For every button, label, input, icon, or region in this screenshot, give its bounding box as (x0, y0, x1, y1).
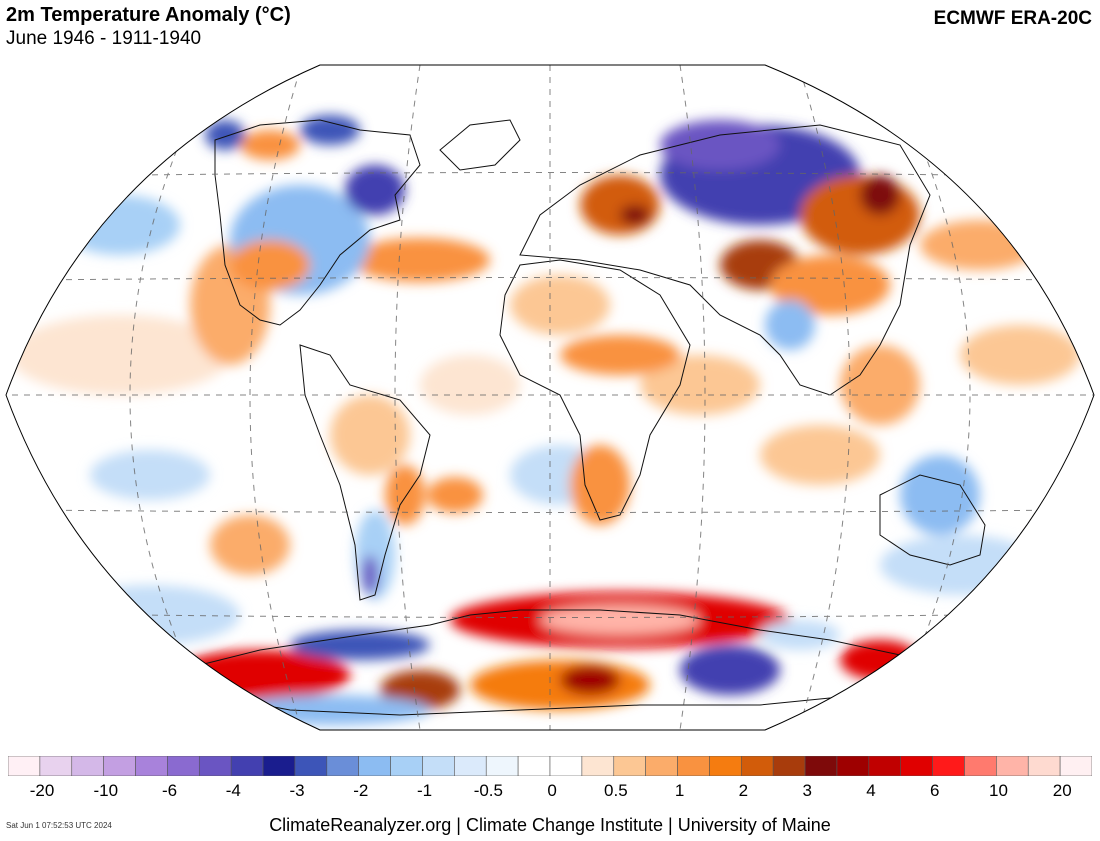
colorbar-swatch (996, 756, 1029, 776)
colorbar-swatch (581, 756, 615, 776)
colorbar-swatch (900, 756, 933, 776)
colorbar-tick-label: 1 (674, 781, 685, 800)
colorbar-swatch (868, 756, 902, 776)
colorbar-swatch (454, 756, 487, 776)
colorbar-swatch (709, 756, 742, 776)
colorbar-swatch (677, 756, 710, 776)
colorbar-swatch (167, 756, 200, 776)
colorbar-tick-label: 0 (547, 781, 557, 800)
colorbar-tick-label: -10 (93, 781, 119, 800)
world-anomaly-map (5, 64, 1095, 731)
colorbar-swatch (262, 756, 296, 776)
colorbar-swatch (613, 756, 646, 776)
colorbar-swatch (294, 756, 328, 776)
dataset-label: ECMWF ERA-20C (933, 8, 1092, 29)
colorbar-swatch (358, 756, 391, 776)
colorbar-swatch (39, 756, 73, 776)
credits-footer: ClimateReanalyzer.org | Climate Change I… (269, 815, 831, 835)
colorbar-swatch (836, 756, 870, 776)
colorbar-tick-label: 0.5 (604, 781, 628, 800)
colorbar-swatch (422, 756, 455, 776)
anomaly-field (6, 65, 1094, 730)
colorbar-tick-label: -4 (225, 781, 241, 800)
colorbar-swatch (485, 756, 519, 776)
colorbar-tick-label: -2 (353, 781, 369, 800)
colorbar-tick-label: -6 (161, 781, 178, 800)
colorbar-tick-label: 3 (802, 781, 812, 800)
colorbar-tick-label: 2 (738, 781, 749, 800)
colorbar-legend (8, 756, 1092, 776)
colorbar-swatch (772, 756, 806, 776)
colorbar-swatch (740, 756, 774, 776)
map-title: 2m Temperature Anomaly (°C) (6, 4, 291, 26)
colorbar-swatch (230, 756, 264, 776)
colorbar-swatch (1059, 756, 1092, 776)
colorbar-swatch (517, 756, 551, 776)
colorbar-tick-label: -3 (289, 781, 305, 800)
colorbar-tick-label: 4 (866, 781, 876, 800)
colorbar-swatch (964, 756, 997, 776)
colorbar-swatch (103, 756, 136, 776)
colorbar-tick-label: -20 (29, 781, 55, 800)
colorbar-tick-label: 20 (1052, 781, 1072, 800)
map-subtitle: June 1946 - 1911-1940 (6, 28, 202, 49)
colorbar-swatch (71, 756, 104, 776)
colorbar-swatch (645, 756, 678, 776)
colorbar-swatch (326, 756, 360, 776)
colorbar-swatch (932, 756, 965, 776)
render-timestamp: Sat Jun 1 07:52:53 UTC 2024 (6, 821, 112, 830)
colorbar-swatch (390, 756, 423, 776)
colorbar-swatch (549, 756, 583, 776)
colorbar-tick-label: -0.5 (473, 781, 503, 800)
colorbar-tick-label: 6 (929, 781, 940, 800)
colorbar-tick-label: 10 (989, 781, 1008, 800)
colorbar-swatch (198, 756, 232, 776)
colorbar-tick-label: -1 (417, 781, 433, 800)
colorbar-swatch (8, 756, 41, 776)
colorbar-ticks: -20 -10 -6 -4 -3 -2 -1 -0.5 0 0.5 1 2 3 4 6 10 20 (8, 781, 1092, 805)
colorbar-swatch (804, 756, 838, 776)
colorbar-swatch (135, 756, 168, 776)
colorbar-swatch (1027, 756, 1061, 776)
